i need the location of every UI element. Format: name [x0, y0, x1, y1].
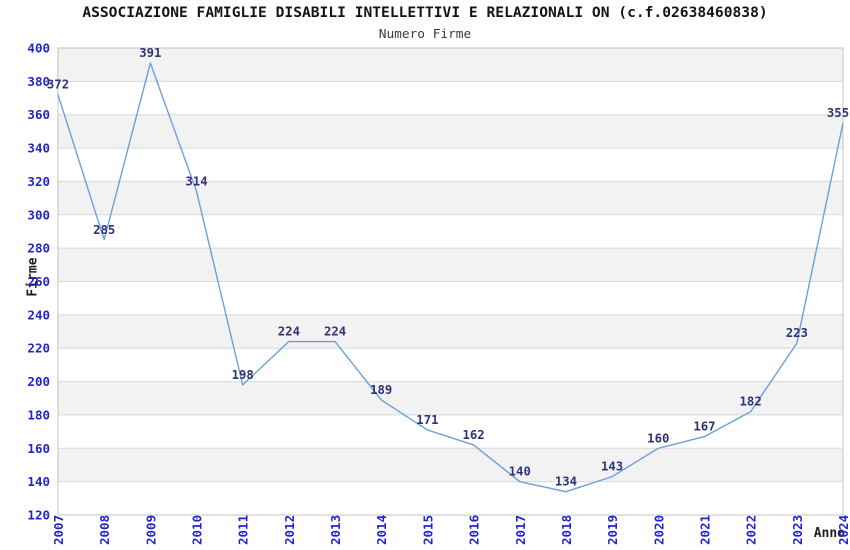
data-point-label: 160 — [647, 431, 669, 445]
x-tick-label: 2010 — [190, 515, 205, 545]
plot-band — [58, 448, 843, 482]
data-point-label: 198 — [232, 368, 254, 382]
x-tick-label: 2020 — [651, 515, 666, 545]
x-tick-label: 2023 — [790, 515, 805, 545]
data-point-label: 167 — [693, 420, 715, 434]
x-tick-label: 2016 — [467, 515, 482, 545]
data-point-label: 134 — [555, 475, 577, 489]
data-point-label: 182 — [740, 395, 762, 409]
y-tick-label: 340 — [27, 141, 50, 156]
x-tick-label: 2015 — [420, 515, 435, 545]
x-tick-label: 2022 — [744, 515, 759, 545]
y-tick-label: 120 — [27, 508, 50, 523]
y-tick-label: 220 — [27, 341, 50, 356]
plot-band — [58, 314, 843, 349]
y-tick-label: 240 — [27, 307, 50, 322]
plot-border — [57, 47, 844, 516]
data-point-label: 372 — [47, 78, 69, 92]
x-tick-label: 2021 — [697, 515, 712, 545]
data-point-label: 355 — [827, 106, 849, 120]
y-tick-label: 140 — [27, 474, 50, 489]
y-tick-label: 380 — [27, 74, 50, 89]
y-tick-label: 320 — [27, 174, 50, 189]
plot-band — [58, 48, 843, 82]
data-point-label: 162 — [462, 428, 484, 442]
x-tick-label: 2019 — [605, 515, 620, 545]
x-tick-label: 2009 — [143, 515, 158, 545]
x-tick-label: 2017 — [513, 515, 528, 545]
y-tick-label: 160 — [27, 441, 50, 456]
data-point-label: 224 — [324, 325, 346, 339]
data-point-label: 189 — [370, 383, 392, 397]
data-point-label: 285 — [93, 223, 115, 237]
data-point-label: 140 — [509, 465, 531, 479]
x-tick-label: 2018 — [559, 515, 574, 545]
x-tick-label: 2008 — [97, 515, 112, 545]
x-tick-label: 2024 — [836, 515, 850, 545]
plot-band — [58, 248, 843, 282]
chart-title: ASSOCIAZIONE FAMIGLIE DISABILI INTELLETT… — [82, 4, 768, 21]
data-point-label: 143 — [601, 460, 623, 474]
plot-band — [58, 381, 843, 415]
y-tick-label: 200 — [27, 374, 50, 389]
x-axis-title: Anno — [813, 526, 845, 541]
plot-band — [58, 114, 843, 149]
data-point-label: 224 — [278, 325, 300, 339]
y-tick-label: 300 — [27, 207, 50, 222]
y-tick-label: 360 — [27, 107, 50, 122]
data-point-label: 171 — [416, 413, 438, 427]
y-tick-label: 400 — [27, 41, 50, 56]
x-tick-label: 2007 — [51, 515, 66, 545]
x-tick-label: 2013 — [328, 515, 343, 545]
x-tick-label: 2014 — [374, 515, 389, 545]
y-tick-label: 180 — [27, 407, 50, 422]
x-tick-label: 2011 — [236, 515, 251, 545]
y-tick-label: 260 — [27, 274, 50, 289]
x-tick-label: 2012 — [282, 515, 297, 545]
y-tick-label: 280 — [27, 241, 50, 256]
data-point-label: 314 — [185, 174, 207, 188]
data-point-label: 391 — [139, 46, 161, 60]
data-point-label: 223 — [786, 326, 808, 340]
plot-band — [58, 181, 843, 215]
series-line — [57, 62, 844, 493]
chart-subtitle: Numero Firme — [378, 27, 472, 42]
